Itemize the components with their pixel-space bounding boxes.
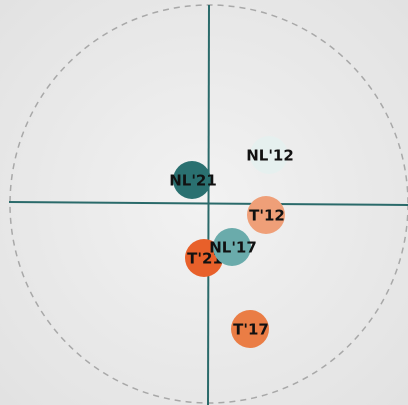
point-label: NL'17 <box>209 239 257 257</box>
point-label: NL'21 <box>169 172 217 190</box>
point <box>231 310 269 348</box>
point-label: NL'12 <box>246 147 294 165</box>
vertical-axis <box>207 4 210 405</box>
point <box>247 196 285 234</box>
point-label: T'21 <box>187 250 223 268</box>
point-label: T'17 <box>233 321 269 339</box>
point <box>173 161 211 199</box>
point <box>250 136 288 174</box>
point-label: T'12 <box>249 207 285 225</box>
point <box>213 228 251 266</box>
